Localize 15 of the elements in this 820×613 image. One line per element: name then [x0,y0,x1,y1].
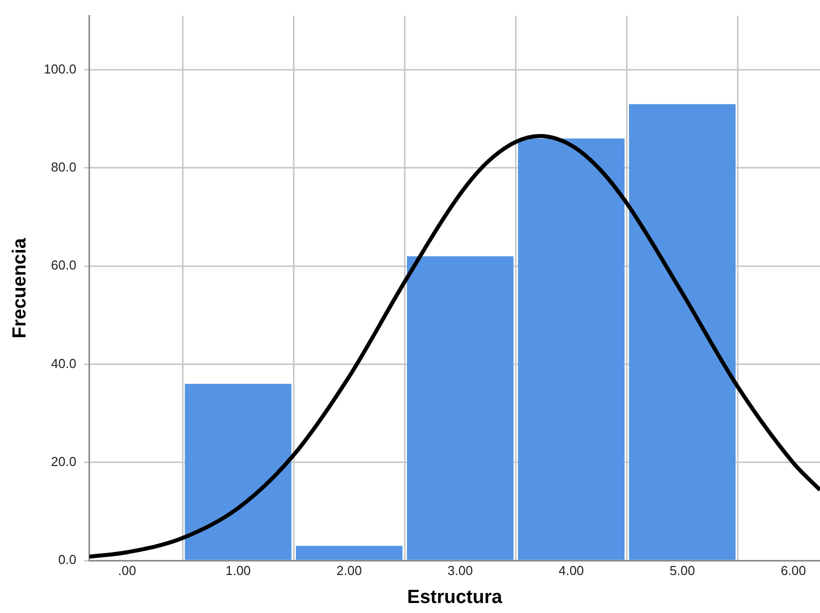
x-axis-title: Estructura [407,586,503,608]
y-tick-label: 80.0 [51,160,76,175]
y-tick-label: 100.0 [44,61,76,76]
y-tick-label: 60.0 [51,258,76,273]
x-tick-label: 3.00 [448,562,473,578]
x-tick-label: 6.00 [780,562,806,578]
y-axis-title: Frecuencia [10,238,31,338]
x-tick-label: 5.00 [670,562,695,578]
x-tick-label: 1.00 [225,562,251,578]
y-tick-label: 0.0 [58,552,76,568]
x-tick-label: .00 [118,562,136,578]
y-tick-label: 40.0 [51,356,76,371]
x-tick-label: 2.00 [336,562,362,578]
y-tick-label: 20.0 [51,454,76,470]
x-tick-label: 4.00 [558,562,584,578]
